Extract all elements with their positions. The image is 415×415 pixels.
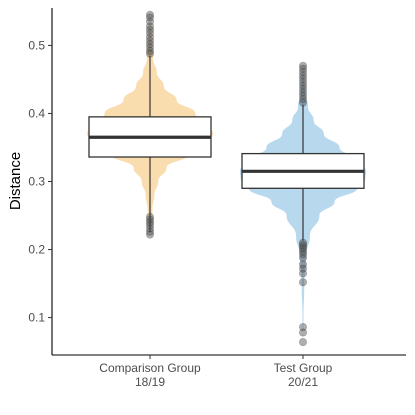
outlier-point (298, 242, 307, 251)
outlier-layer (146, 10, 307, 347)
outlier-point (298, 61, 307, 70)
outlier-point (146, 221, 155, 230)
y-tick-label: 0.4 (28, 106, 45, 120)
y-axis-title: Distance (7, 152, 24, 210)
outlier-point (146, 227, 155, 236)
outlier-point (146, 230, 155, 239)
outlier-point (298, 95, 307, 104)
outlier-point (298, 244, 307, 253)
outlier-point (298, 260, 307, 269)
outlier-point (298, 238, 307, 247)
outlier-point (298, 264, 307, 273)
outlier-point (298, 74, 307, 83)
outlier-point (298, 247, 307, 256)
outlier-point (146, 212, 155, 221)
outlier-point (146, 215, 155, 224)
outlier-point (298, 85, 307, 94)
outlier-point (298, 253, 307, 262)
boxplot-layer (88, 55, 365, 241)
y-tick-label: 0.5 (28, 38, 45, 52)
y-axis-ticks: 0.1 0.2 0.3 0.4 0.5 (28, 38, 52, 325)
outlier-point (146, 36, 155, 45)
outlier-point (146, 40, 155, 49)
outlier-point (298, 240, 307, 249)
outlier-point (146, 46, 155, 55)
x-tick-label: Test Group (274, 361, 333, 375)
outlier-point (298, 91, 307, 100)
outlier-point (146, 224, 155, 233)
outlier-point (146, 25, 155, 34)
y-tick-label: 0.3 (28, 175, 45, 189)
outlier-point (298, 88, 307, 97)
outlier-point (146, 22, 155, 31)
outlier-point (298, 269, 307, 278)
outlier-point (146, 29, 155, 38)
outlier-point (298, 323, 307, 332)
outlier-point (298, 328, 307, 337)
outlier-point (298, 68, 307, 77)
outlier-point (146, 218, 155, 227)
outlier-point (146, 33, 155, 42)
x-tick-label-sub: 20/21 (288, 375, 318, 389)
outlier-point (146, 10, 155, 19)
outlier-point (298, 250, 307, 259)
outlier-point (298, 338, 307, 347)
y-tick-label: 0.1 (28, 311, 45, 325)
outlier-point (298, 64, 307, 73)
outlier-point (146, 17, 155, 26)
outlier-point (298, 71, 307, 80)
outlier-point (298, 278, 307, 287)
x-tick-label: Comparison Group (99, 361, 201, 375)
outlier-point (298, 98, 307, 107)
outlier-point (298, 78, 307, 87)
y-tick-label: 0.2 (28, 243, 45, 257)
x-tick-label-sub: 18/19 (135, 375, 165, 389)
outlier-point (298, 81, 307, 90)
outlier-point (146, 13, 155, 22)
outlier-point (146, 49, 155, 58)
outlier-point (146, 43, 155, 52)
